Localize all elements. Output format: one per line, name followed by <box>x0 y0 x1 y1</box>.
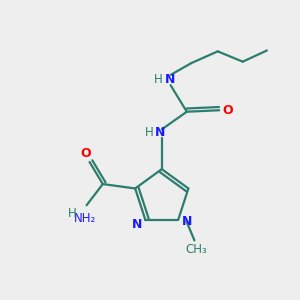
Text: H: H <box>154 73 163 86</box>
Text: N: N <box>165 73 175 86</box>
Text: N: N <box>182 215 192 228</box>
Text: CH₃: CH₃ <box>185 243 207 256</box>
Text: O: O <box>222 104 233 117</box>
Text: N: N <box>132 218 142 231</box>
Text: NH₂: NH₂ <box>74 212 96 225</box>
Text: N: N <box>155 126 166 140</box>
Text: O: O <box>81 147 91 160</box>
Text: H: H <box>145 126 154 140</box>
Text: H: H <box>68 207 77 220</box>
